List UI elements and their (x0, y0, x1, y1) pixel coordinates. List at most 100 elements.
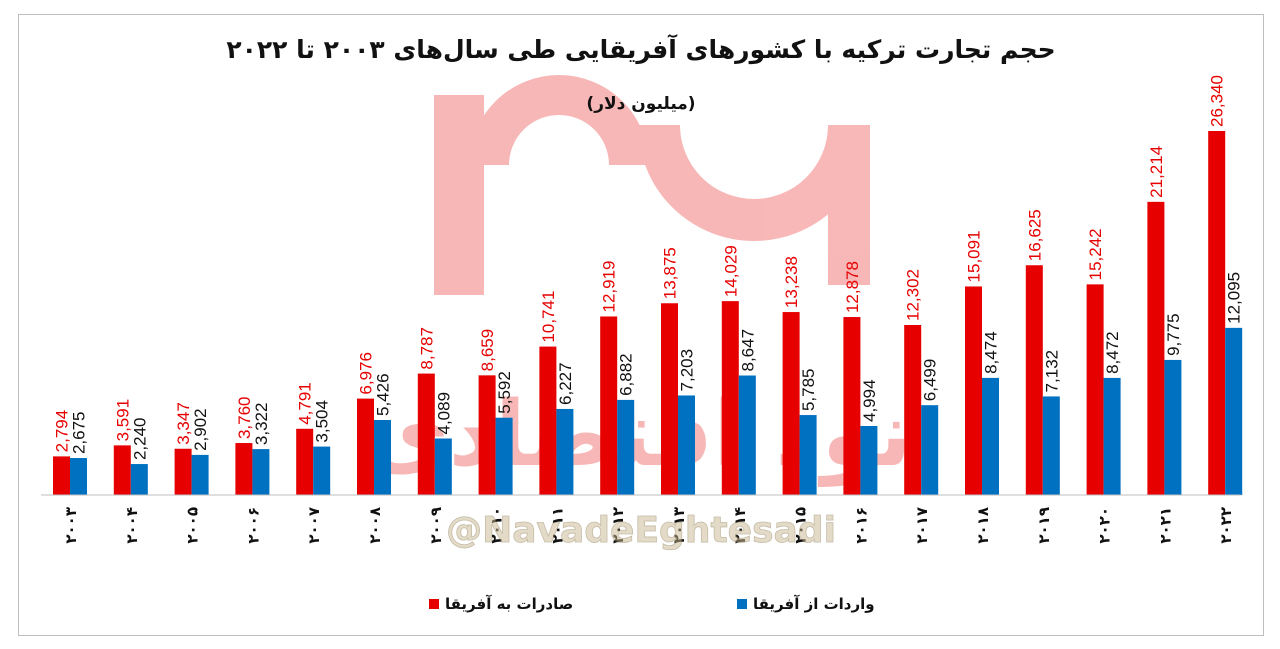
data-label-exports: 3,591 (113, 399, 132, 442)
watermark-logo-icon: نود اقتصادی (366, 75, 912, 487)
x-tick-label: ۲۰۰۷ (305, 507, 323, 544)
x-tick-label: ۲۰۰۵ (184, 507, 202, 544)
x-tick-label: ۲۰۱۶ (852, 507, 870, 544)
x-tick-label: ۲۰۰۹ (427, 507, 445, 544)
bar-exports (1208, 131, 1226, 495)
bar-imports (556, 408, 574, 495)
bar-imports (799, 415, 817, 495)
legend-label-exports: صادرات به آفریقا (445, 595, 573, 613)
bar-imports (678, 395, 695, 495)
bar-imports (1042, 396, 1060, 495)
data-label-imports: 3,504 (313, 400, 332, 443)
data-label-imports: 8,474 (982, 331, 1001, 374)
data-label-exports: 8,787 (417, 327, 436, 370)
bar-exports (843, 317, 861, 495)
data-label-imports: 8,647 (738, 329, 757, 372)
bar-exports (174, 448, 192, 495)
data-label-exports: 15,091 (965, 230, 984, 282)
bar-exports (357, 398, 374, 495)
data-label-exports: 10,741 (539, 291, 558, 343)
x-tick-label: ۲۰۱۲ (609, 507, 627, 544)
bar-exports (235, 443, 253, 495)
watermark-brand: نود اقتصادی (366, 382, 911, 487)
data-label-imports: 5,426 (374, 373, 393, 416)
bar-imports (1103, 377, 1121, 495)
x-tick-label: ۲۰۱۳ (670, 507, 688, 544)
bar-imports (434, 438, 452, 495)
data-label-exports: 26,340 (1208, 75, 1227, 127)
bar-imports (313, 446, 331, 495)
chart-title: حجم تجارت ترکیه با کشورهای آفریقایی طی س… (226, 34, 1055, 65)
bar-imports (1164, 359, 1182, 495)
bar-exports (904, 324, 922, 495)
x-tick-label: ۲۰۱۷ (913, 507, 931, 544)
legend-swatch-exports (429, 599, 439, 609)
data-label-imports: 2,902 (191, 408, 210, 451)
bar-exports (1086, 284, 1104, 495)
x-tick-label: ۲۰۲۰ (1096, 507, 1114, 544)
bar-imports (191, 454, 209, 495)
data-label-exports: 4,791 (296, 382, 315, 425)
x-tick-label: ۲۰۰۳ (62, 507, 80, 544)
x-tick-label: ۲۰۱۰ (488, 507, 506, 544)
data-label-imports: 4,994 (860, 379, 879, 422)
bar-imports (495, 417, 513, 495)
bar-imports (70, 458, 87, 495)
data-label-exports: 15,242 (1086, 228, 1105, 280)
x-tick-label: ۲۰۰۸ (366, 507, 384, 544)
data-label-imports: 6,882 (617, 353, 636, 396)
data-label-imports: 5,785 (799, 369, 818, 412)
data-label-exports: 13,875 (661, 247, 680, 299)
data-label-exports: 2,794 (53, 410, 72, 453)
data-label-exports: 16,625 (1025, 209, 1044, 261)
bar-imports (738, 375, 756, 495)
bar-chart: نود اقتصادی حجم تجارت ترکیه با کشورهای آ… (41, 34, 1244, 613)
data-label-imports: 9,775 (1164, 313, 1183, 356)
data-label-exports: 13,238 (782, 256, 801, 308)
x-tick-label: ۲۰۱۵ (792, 507, 810, 544)
data-label-exports: 12,919 (600, 260, 619, 312)
data-label-exports: 14,029 (721, 245, 740, 297)
bar-exports (721, 301, 739, 495)
bar-imports (982, 377, 999, 495)
data-label-imports: 7,203 (678, 349, 697, 392)
data-label-exports: 12,878 (843, 261, 862, 313)
x-tick-label: ۲۰۰۴ (123, 507, 141, 544)
legend-label-imports: واردات از آفریقا (753, 595, 875, 613)
data-label-exports: 21,214 (1147, 146, 1166, 198)
bar-exports (1025, 265, 1043, 495)
data-label-imports: 7,132 (1042, 350, 1061, 393)
data-label-imports: 8,472 (1103, 331, 1122, 374)
data-label-exports: 3,347 (174, 402, 193, 445)
legend-swatch-imports (737, 599, 747, 609)
x-tick-label: ۲۰۲۲ (1217, 507, 1235, 544)
x-tick-label: ۲۰۱۸ (974, 507, 992, 544)
data-label-imports: 2,675 (70, 411, 89, 454)
chart-frame: نود اقتصادی حجم تجارت ترکیه با کشورهای آ… (18, 14, 1264, 636)
x-tick-label: ۲۰۰۶ (244, 507, 262, 544)
bar-exports (661, 303, 678, 495)
data-label-exports: 12,302 (904, 269, 923, 321)
bar-imports (374, 420, 391, 495)
x-tick-label: ۲۰۱۹ (1035, 507, 1053, 544)
x-tick-label: ۲۰۱۴ (731, 507, 749, 544)
data-label-imports: 6,499 (921, 359, 940, 402)
bar-exports (113, 445, 131, 495)
data-label-exports: 8,659 (478, 329, 497, 372)
bar-exports (965, 286, 982, 495)
bar-exports (600, 316, 618, 495)
data-label-imports: 5,592 (495, 371, 514, 414)
chart-subtitle: (میلیون دلار) (586, 94, 695, 114)
bar-exports (296, 428, 314, 495)
bar-exports (478, 375, 496, 495)
x-tick-label: ۲۰۱۱ (548, 507, 566, 544)
legend: صادرات به آفریقا واردات از آفریقا (429, 595, 875, 613)
x-tick-label: ۲۰۲۱ (1156, 507, 1174, 544)
data-label-imports: 4,089 (434, 392, 453, 435)
data-label-imports: 2,240 (130, 417, 149, 460)
bar-imports (921, 405, 939, 495)
data-label-imports: 3,322 (252, 403, 271, 446)
bar-exports (53, 456, 70, 495)
bar-imports (252, 449, 270, 495)
